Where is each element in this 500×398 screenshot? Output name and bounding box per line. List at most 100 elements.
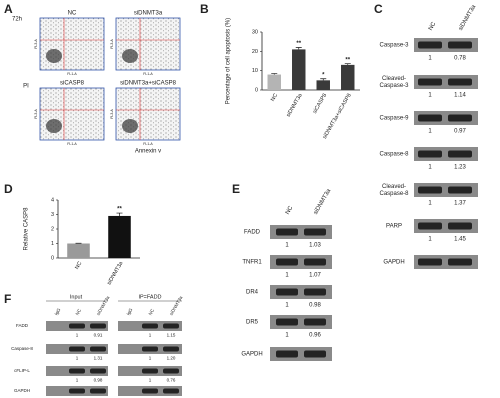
- flow-axis-label: FL1-A: [67, 142, 77, 146]
- error-bar: [344, 63, 351, 65]
- error-bar: [295, 47, 302, 50]
- bar: [108, 215, 131, 258]
- bar: [292, 49, 306, 90]
- blot-label: DR4: [246, 290, 259, 296]
- bar: [316, 80, 330, 90]
- band: [69, 368, 85, 374]
- blot-label: Caspase-8: [379, 152, 409, 158]
- quant-value: 1: [428, 56, 432, 62]
- bar: [67, 243, 90, 258]
- band: [418, 78, 442, 86]
- quant-value: 1.45: [454, 237, 466, 243]
- quant-value: 1: [428, 93, 432, 99]
- bar: [341, 64, 355, 90]
- panel-letter: B: [200, 2, 209, 16]
- cell-cluster: [46, 49, 62, 63]
- band: [276, 318, 298, 326]
- quant-value: 1: [76, 333, 79, 338]
- flow-axis-label: FL1-A: [143, 142, 153, 146]
- blot-label: TNFR1: [242, 260, 262, 266]
- lane-label: NC: [285, 205, 295, 216]
- y-tick-label: 4: [51, 197, 54, 203]
- blot-label: DR5: [246, 320, 259, 326]
- band: [448, 150, 472, 158]
- x-tick-label: siCASP8: [312, 93, 328, 115]
- band: [142, 388, 158, 394]
- quant-value: 0.91: [94, 333, 103, 338]
- band: [448, 258, 472, 266]
- x-tick-label: siDNMT3a: [106, 260, 125, 286]
- quant-value: 1.23: [454, 165, 466, 171]
- x-tick-label: NC: [74, 261, 83, 271]
- y-tick-label: 0: [51, 255, 54, 261]
- cell-cluster: [122, 49, 138, 63]
- blot-label: GAPDH: [241, 352, 262, 358]
- quant-value: 1: [428, 201, 432, 207]
- significance: **: [296, 41, 301, 47]
- flow-axis-label: FL3-A: [110, 39, 114, 49]
- quant-value: 1.15: [167, 333, 176, 338]
- flow-title: siDNMT3a+siCASP8: [120, 81, 177, 87]
- lane-label: siDNMT3a: [169, 295, 184, 316]
- band: [448, 222, 472, 230]
- band: [304, 350, 326, 358]
- lane-label: NC: [148, 307, 156, 316]
- lane-label: siDNMT3a: [313, 188, 333, 216]
- flow-time: 72h: [12, 17, 22, 23]
- band: [304, 288, 326, 296]
- flow-plot: [115, 17, 181, 71]
- quant-value: 1.31: [94, 356, 103, 361]
- flow-x-label: Annexin v: [135, 149, 161, 155]
- quant-value: 1.03: [309, 243, 321, 249]
- panel-letter: E: [232, 182, 240, 196]
- y-tick-label: 0: [255, 87, 258, 93]
- y-tick-label: 2: [51, 226, 54, 232]
- quant-value: 0.96: [309, 333, 321, 339]
- blot-label: Cleaved-: [382, 184, 406, 190]
- flow-title: NC: [68, 11, 77, 17]
- quant-value: 0.98: [309, 303, 321, 309]
- quant-value: 0.78: [454, 56, 466, 62]
- band: [90, 346, 106, 352]
- panel-letter: C: [374, 2, 383, 16]
- quant-value: 1: [149, 356, 152, 361]
- blot-label: Caspase-3: [379, 43, 409, 49]
- band: [276, 350, 298, 358]
- quant-value: 1: [285, 273, 289, 279]
- band: [90, 323, 106, 329]
- lane-label: IgG: [54, 307, 62, 316]
- flow-y-label: PI: [23, 84, 29, 90]
- quant-value: 1: [428, 129, 432, 135]
- band: [304, 318, 326, 326]
- band: [448, 186, 472, 194]
- panel-letter: A: [4, 2, 13, 16]
- y-tick-label: 10: [252, 68, 258, 74]
- band: [69, 346, 85, 352]
- band: [163, 388, 179, 394]
- band: [304, 258, 326, 266]
- quant-value: 1.20: [167, 356, 176, 361]
- error-bar: [320, 78, 327, 81]
- quant-value: 0.98: [94, 378, 103, 383]
- band: [276, 288, 298, 296]
- error-bar: [116, 212, 123, 216]
- band: [418, 222, 442, 230]
- band: [448, 114, 472, 122]
- lane-label: NC: [75, 307, 83, 316]
- quant-value: 0.76: [167, 378, 176, 383]
- blot-label: PARP: [386, 224, 402, 230]
- y-tick-label: 30: [252, 29, 258, 35]
- flow-plot: [39, 87, 105, 141]
- significance: *: [322, 72, 325, 78]
- blot-label: Cleaved-: [382, 76, 406, 82]
- flow-title: siDNMT3a: [134, 11, 163, 17]
- cell-cluster: [122, 119, 138, 133]
- significance: **: [345, 57, 350, 63]
- y-tick-label: 3: [51, 212, 54, 218]
- quant-value: 1: [76, 378, 79, 383]
- band: [276, 228, 298, 236]
- flow-plot: [39, 17, 105, 71]
- band: [448, 41, 472, 49]
- quant-value: 1: [285, 303, 289, 309]
- bar: [267, 74, 281, 90]
